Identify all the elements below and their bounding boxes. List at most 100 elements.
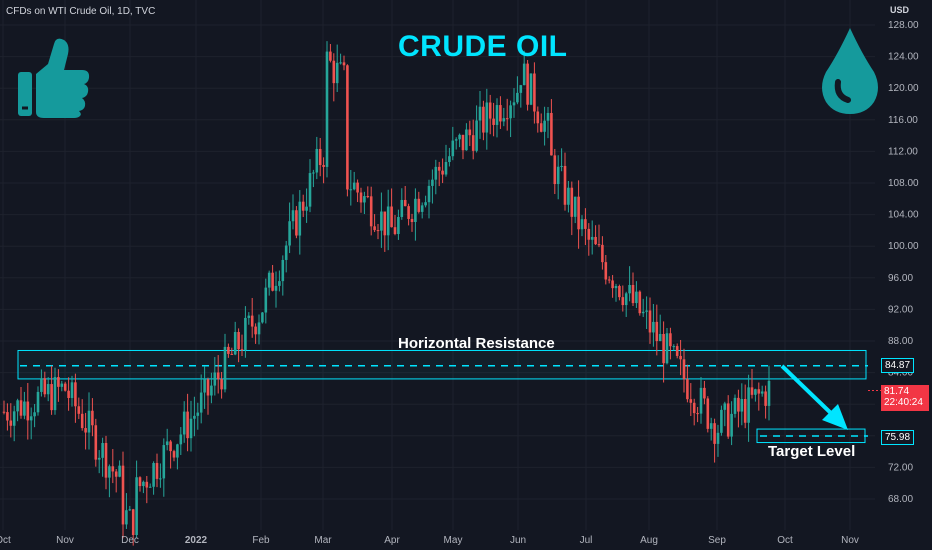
candle-body: [468, 129, 472, 136]
candle-body: [40, 378, 43, 392]
candle-body: [97, 457, 101, 460]
candle-body: [182, 411, 186, 435]
candle-body: [165, 441, 169, 446]
candle-body: [590, 236, 594, 240]
candle-body: [118, 465, 121, 477]
resistance-annotation: Horizontal Resistance: [398, 335, 555, 352]
candle-body: [512, 102, 516, 106]
candle-body: [628, 284, 631, 294]
y-tick-label: 120.00: [888, 83, 919, 94]
x-tick-label: Sep: [708, 535, 726, 546]
candle-body: [618, 286, 621, 298]
candle-body: [87, 410, 91, 433]
candle-body: [312, 172, 315, 174]
candle-body: [747, 387, 750, 423]
candle-body: [706, 398, 710, 429]
candle-body: [458, 134, 461, 140]
candle-body: [318, 148, 322, 166]
candle-body: [397, 216, 400, 235]
candle-body: [726, 403, 730, 437]
candle-body: [516, 92, 519, 103]
candle-body: [492, 118, 495, 125]
y-tick-label: 92.00: [888, 304, 913, 315]
candle-body: [16, 400, 19, 412]
candle-body: [720, 409, 723, 433]
candle-body: [448, 156, 451, 163]
candle-body: [611, 280, 614, 289]
candle-body: [403, 199, 407, 207]
candle-body: [94, 425, 98, 460]
candle-body: [556, 166, 560, 185]
candle-body: [495, 105, 499, 125]
candle-body: [138, 477, 142, 487]
candle-body: [740, 399, 744, 412]
arrow-head: [822, 404, 848, 430]
candle-body: [57, 377, 60, 387]
candle-body: [475, 120, 478, 151]
last-price-badge: 81.74 22:40:24: [881, 385, 929, 411]
candle-body: [291, 210, 295, 222]
candle-body: [220, 379, 223, 390]
y-tick-label: 116.00: [888, 115, 918, 126]
x-tick-label: Nov: [56, 535, 74, 546]
candle-body: [703, 387, 706, 399]
candle-body: [570, 187, 574, 217]
candle-body: [267, 272, 271, 288]
candle-body: [427, 185, 431, 203]
level-zones: [17, 349, 881, 444]
candle-body: [733, 397, 737, 414]
candle-body: [767, 380, 771, 406]
x-tick-label: Aug: [640, 535, 658, 546]
candle-body: [410, 218, 414, 223]
candle-body: [125, 510, 128, 525]
candle-body: [352, 182, 356, 190]
candle-body: [63, 383, 67, 391]
candle-body: [621, 297, 625, 306]
y-tick-label: 112.00: [888, 146, 918, 157]
candle-body: [74, 382, 77, 407]
candle-body: [162, 445, 166, 479]
candle-body: [522, 63, 526, 86]
candle-body: [584, 219, 587, 229]
candle-body: [356, 182, 359, 193]
y-tick-label: 84.00: [888, 368, 913, 379]
candle-body: [12, 411, 16, 426]
candle-body: [104, 443, 108, 478]
candle-body: [84, 428, 87, 433]
candle-body: [437, 166, 441, 171]
x-tick-label: Mar: [314, 535, 332, 546]
candle-body: [114, 471, 118, 477]
x-tick-label: Oct: [0, 535, 11, 546]
candle-body: [70, 382, 74, 398]
candle-body: [67, 390, 70, 398]
candle-body: [155, 463, 159, 479]
candle-body: [148, 486, 152, 488]
candle-body: [325, 51, 329, 167]
candle-body: [682, 359, 686, 380]
candle-body: [713, 423, 716, 444]
chart-title: CRUDE OIL: [398, 30, 568, 63]
candle-body: [223, 346, 227, 390]
candle-body: [142, 481, 145, 487]
candle-body: [108, 466, 111, 478]
y-tick-label: 68.00: [888, 494, 913, 505]
chart-grid: [0, 0, 875, 530]
symbol-label: CFDs on WTI Crude Oil, 1D, TVC: [6, 6, 156, 17]
y-tick-label: 88.00: [888, 336, 913, 347]
resistance-price-badge: 84.87: [881, 358, 915, 373]
candle-body: [53, 377, 57, 411]
x-tick-label: Oct: [777, 535, 793, 546]
candle-body: [573, 196, 577, 217]
candle-body: [635, 291, 638, 304]
candle-body: [298, 201, 302, 236]
candle-body: [128, 509, 132, 511]
candle-body: [322, 165, 325, 167]
candle-body: [359, 192, 363, 203]
candle-body: [536, 111, 540, 124]
candle-body: [502, 118, 506, 122]
y-tick-label: 96.00: [888, 273, 913, 284]
candle-body: [216, 372, 220, 380]
candle-body: [366, 196, 370, 198]
candle-body: [696, 413, 699, 415]
